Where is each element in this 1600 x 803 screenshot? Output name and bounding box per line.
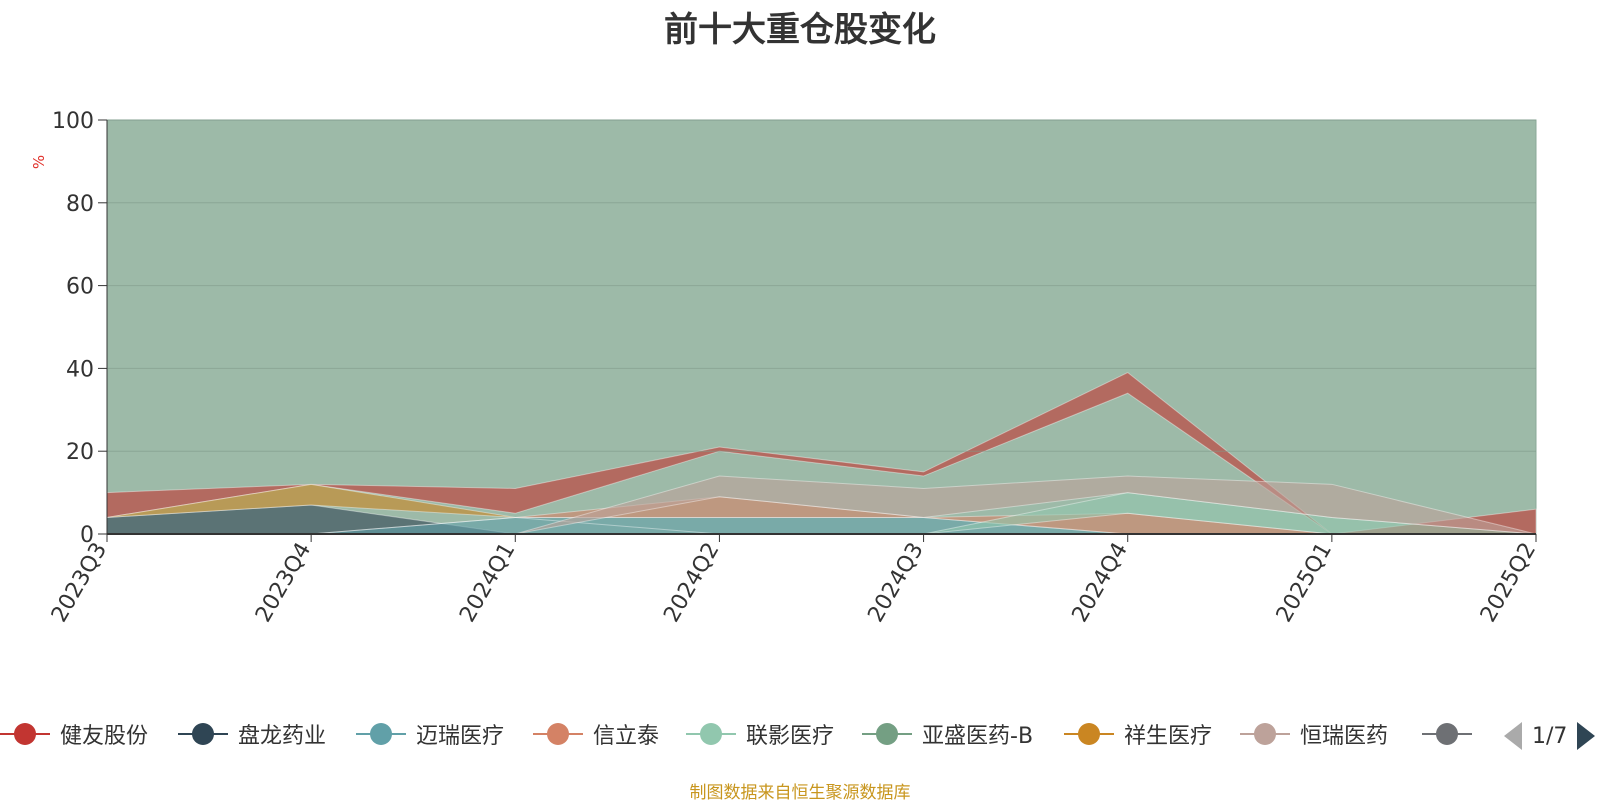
y-tick-label: 80 xyxy=(66,192,94,217)
legend-prev-icon[interactable] xyxy=(1502,720,1524,752)
x-tick-label: 2025Q1 xyxy=(1272,539,1337,627)
x-tick-label: 2024Q1 xyxy=(455,539,520,627)
legend-label: 健友股份 xyxy=(60,724,149,749)
legend-item[interactable]: 迈瑞医疗 xyxy=(356,714,504,754)
legend: 健友股份 盘龙药业 迈瑞医疗 信立泰 联影医疗 亚盛医药-B 祥生医疗 恒瑞医药 xyxy=(0,714,1600,754)
x-tick-label: 2023Q4 xyxy=(251,539,316,627)
legend-label: 亚盛医药-B xyxy=(922,724,1034,749)
legend-item[interactable]: 盘龙药业 xyxy=(178,714,326,754)
legend-item-clipped[interactable] xyxy=(1422,714,1486,754)
legend-label: 恒瑞医药 xyxy=(1300,724,1389,749)
legend-item[interactable]: 恒瑞医药 xyxy=(1240,714,1388,754)
legend-next-icon[interactable] xyxy=(1575,720,1597,752)
series-area-7 xyxy=(106,483,1536,535)
legend-label: 迈瑞医疗 xyxy=(416,724,505,749)
y-axis-label: % xyxy=(30,155,48,169)
legend-marker-icon xyxy=(533,723,583,745)
area-layer xyxy=(106,119,1537,535)
legend-label: 信立泰 xyxy=(593,724,660,749)
legend-marker-icon xyxy=(1240,723,1290,745)
y-tick-label: 60 xyxy=(66,275,94,300)
y-tick-label: 0 xyxy=(80,523,94,548)
y-tick-label: 40 xyxy=(66,357,94,382)
legend-pager: 1/7 xyxy=(1502,718,1597,754)
x-tick-label: 2024Q2 xyxy=(659,539,724,627)
legend-label: 联影医疗 xyxy=(746,724,835,749)
legend-item[interactable]: 联影医疗 xyxy=(686,714,834,754)
legend-marker-icon xyxy=(686,723,736,745)
legend-item[interactable]: 信立泰 xyxy=(533,714,659,754)
legend-label: 祥生医疗 xyxy=(1124,724,1213,749)
grid-layer xyxy=(107,119,1536,452)
legend-marker-icon xyxy=(178,723,228,745)
x-tick-label: 2025Q2 xyxy=(1476,539,1541,627)
legend-marker-icon xyxy=(356,723,406,745)
legend-item[interactable]: 祥生医疗 xyxy=(1064,714,1212,754)
y-tick-label: 100 xyxy=(52,109,94,134)
legend-marker-icon xyxy=(862,723,912,745)
background-area xyxy=(106,119,1537,535)
stacked-area-chart: 0 20 40 60 80 100 2023Q3 2023Q4 2024Q1 2024Q2 2024… xyxy=(30,109,1541,627)
legend-marker-icon xyxy=(0,723,50,745)
x-tick-label: 2024Q4 xyxy=(1068,539,1133,627)
source-note: 制图数据来自恒生聚源数据库 xyxy=(689,783,911,803)
legend-item[interactable]: 健友股份 xyxy=(0,714,148,754)
x-tick-label: 2023Q3 xyxy=(47,539,112,627)
legend-page-indicator: 1/7 xyxy=(1532,723,1568,749)
legend-item[interactable]: 亚盛医药-B xyxy=(862,714,1033,754)
x-tick-label: 2024Q3 xyxy=(863,539,928,627)
legend-marker-icon xyxy=(1422,723,1472,745)
legend-label: 盘龙药业 xyxy=(238,724,327,749)
legend-marker-icon xyxy=(1064,723,1114,745)
chart-title: 前十大重仓股变化 xyxy=(664,10,936,50)
y-tick-label: 20 xyxy=(66,440,94,465)
